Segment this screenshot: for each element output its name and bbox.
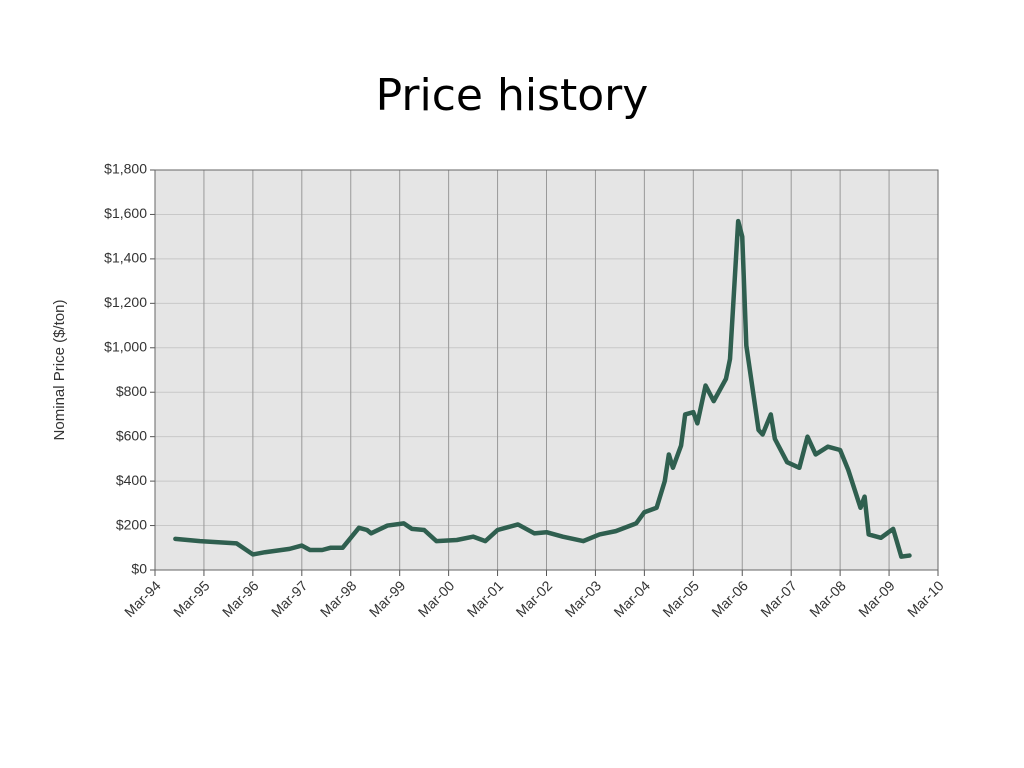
x-tick-label: Mar-07 bbox=[757, 577, 800, 620]
x-tick-label: Mar-96 bbox=[219, 577, 262, 620]
x-tick-label: Mar-06 bbox=[708, 577, 751, 620]
x-tick-label: Mar-98 bbox=[317, 577, 360, 620]
x-tick-label: Mar-03 bbox=[561, 577, 604, 620]
y-tick-label: $600 bbox=[116, 427, 147, 443]
y-tick-label: $1,600 bbox=[104, 205, 147, 221]
x-tick-label: Mar-94 bbox=[121, 577, 164, 620]
x-tick-label: Mar-99 bbox=[366, 577, 409, 620]
price-line bbox=[173, 218, 912, 559]
plot-border bbox=[154, 169, 939, 571]
x-tick-label: Mar-02 bbox=[513, 577, 556, 620]
x-tick-label: Mar-05 bbox=[659, 577, 702, 620]
y-tick-label: $0 bbox=[131, 561, 147, 577]
y-axis-label: Nominal Price ($/ton) bbox=[51, 300, 68, 441]
x-tick-label: Mar-10 bbox=[904, 577, 947, 620]
y-tick-label: $200 bbox=[116, 516, 147, 532]
y-tick-label: $1,200 bbox=[104, 294, 147, 310]
x-tick-label: Mar-00 bbox=[415, 577, 458, 620]
x-tick-label: Mar-04 bbox=[610, 577, 653, 620]
y-tick-label: $1,400 bbox=[104, 250, 147, 266]
y-tick-label: $400 bbox=[116, 472, 147, 488]
chart-title: Price history bbox=[376, 70, 649, 121]
y-tick-label: $800 bbox=[116, 383, 147, 399]
y-tick-label: $1,800 bbox=[104, 161, 147, 177]
x-tick-label: Mar-97 bbox=[268, 577, 311, 620]
x-tick-label: Mar-08 bbox=[806, 577, 849, 620]
y-tick-label: $1,000 bbox=[104, 338, 147, 354]
x-tick-label: Mar-01 bbox=[464, 577, 507, 620]
x-tick-label: Mar-95 bbox=[170, 577, 213, 620]
x-tick-label: Mar-09 bbox=[855, 577, 898, 620]
